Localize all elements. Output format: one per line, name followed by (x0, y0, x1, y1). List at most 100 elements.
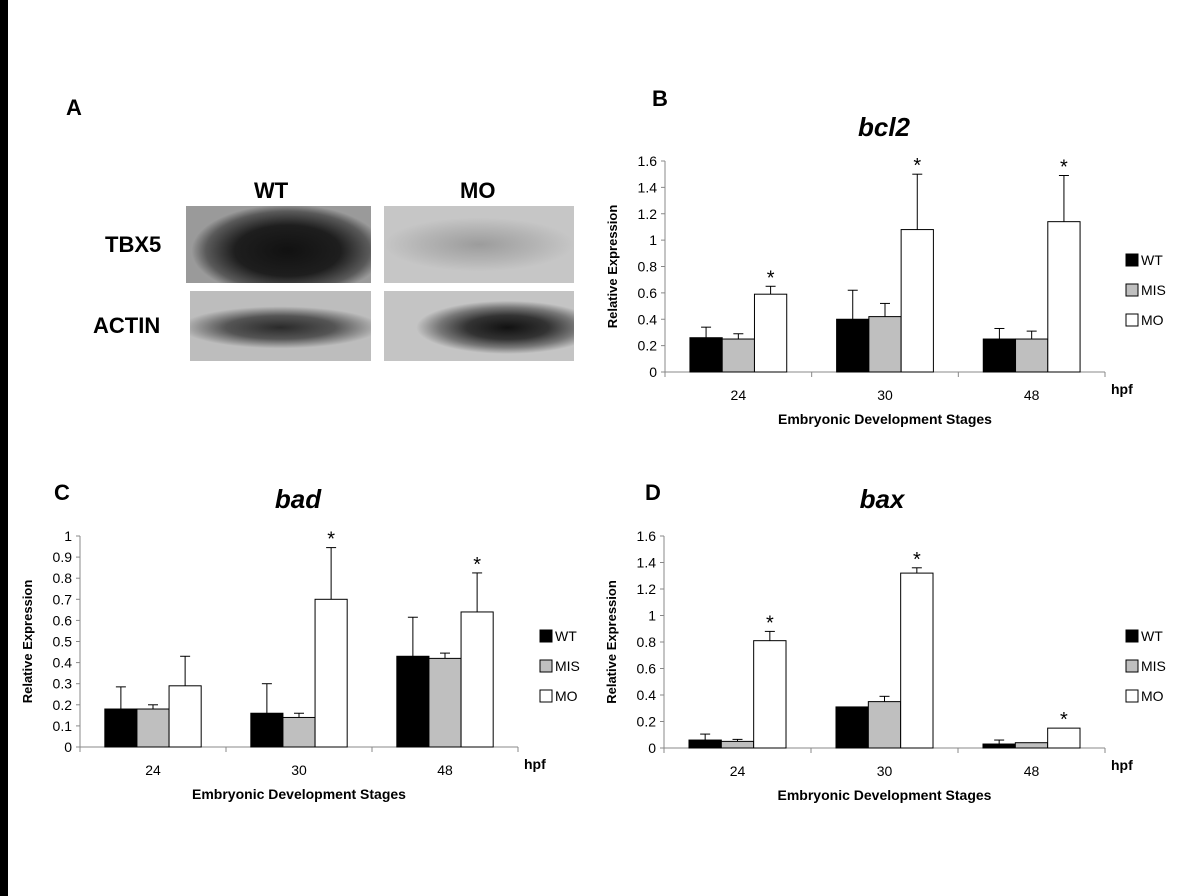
y-axis-title: Relative Expression (20, 580, 35, 704)
bar-mo (900, 229, 934, 373)
legend-label-mo: MO (1141, 312, 1164, 328)
y-tick-label: 0.3 (53, 676, 73, 692)
legend-label-wt: WT (555, 628, 577, 644)
chart-title: bad (275, 484, 322, 514)
y-axis-title: Relative Expression (604, 580, 619, 704)
significance-star: * (1060, 157, 1068, 179)
y-tick-label: 0 (648, 740, 656, 756)
bar-wt (982, 743, 1016, 749)
x-axis-title: Embryonic Development Stages (778, 787, 992, 803)
legend-label-mis: MIS (555, 658, 580, 674)
significance-star: * (473, 554, 481, 576)
legend-label-mo: MO (555, 688, 578, 704)
y-tick-label: 0.2 (638, 338, 658, 354)
y-tick-label: 0.2 (53, 697, 73, 713)
blot-column-mo: MO (460, 178, 496, 203)
x-tick-label: 30 (877, 387, 893, 403)
blot-actin-wt (190, 291, 371, 361)
bar-wt (396, 655, 430, 748)
blot-tbx5-wt (186, 206, 371, 283)
y-tick-label: 0.6 (638, 285, 658, 301)
significance-star: * (766, 612, 774, 634)
bar-mo (1047, 727, 1081, 749)
y-tick-label: 1.6 (637, 528, 657, 544)
chart-title: bax (860, 484, 906, 514)
x-tick-label: 48 (1024, 763, 1040, 779)
x-tick-label: 30 (877, 763, 893, 779)
y-tick-label: 0.4 (53, 655, 73, 671)
blot-actin-mo (384, 291, 574, 361)
y-tick-label: 0.4 (637, 687, 657, 703)
legend-swatch-wt (1125, 629, 1139, 643)
chart-title: bcl2 (858, 112, 911, 142)
y-tick-label: 0.5 (53, 634, 73, 650)
blot-column-wt: WT (254, 178, 289, 203)
significance-star: * (913, 549, 921, 571)
legend-swatch-mis (1125, 659, 1139, 673)
y-tick-label: 1.2 (638, 206, 658, 222)
blot-row-tbx5: TBX5 (105, 232, 162, 257)
y-tick-label: 0 (64, 739, 72, 755)
legend-swatch-mis (1125, 283, 1139, 297)
legend-label-wt: WT (1141, 252, 1163, 268)
bar-mis (720, 740, 755, 749)
significance-star: * (767, 267, 775, 289)
bar-wt (104, 708, 138, 748)
bar-wt (835, 706, 869, 749)
legend-swatch-mo (1125, 689, 1139, 703)
bar-wt (250, 712, 284, 748)
legend-label-mis: MIS (1141, 658, 1166, 674)
legend-swatch-wt (539, 629, 553, 643)
x-unit-label: hpf (1111, 381, 1133, 397)
bar-mo (753, 293, 788, 373)
y-tick-label: 1 (64, 528, 72, 544)
panel-letter-b: B (652, 86, 668, 111)
panel-letter-d: D (645, 480, 661, 505)
y-tick-label: 1.4 (638, 179, 658, 195)
x-tick-label: 24 (731, 387, 747, 403)
blot-row-actin: ACTIN (93, 313, 161, 338)
y-tick-label: 0 (649, 364, 657, 380)
significance-star: * (327, 529, 335, 551)
y-tick-label: 0.6 (637, 661, 657, 677)
bar-mo (753, 640, 787, 749)
x-tick-label: 48 (437, 762, 453, 778)
legend-swatch-mo (1125, 313, 1139, 327)
x-unit-label: hpf (1111, 757, 1133, 773)
y-tick-label: 0.8 (638, 259, 658, 275)
blot-tbx5-mo (384, 206, 574, 283)
legend-label-mo: MO (1141, 688, 1164, 704)
y-tick-label: 0.7 (53, 591, 73, 607)
bar-wt (688, 739, 722, 749)
y-tick-label: 0.6 (53, 612, 73, 628)
bar-wt (982, 338, 1017, 373)
bar-mis (428, 657, 462, 748)
y-tick-label: 1 (649, 232, 657, 248)
x-unit-label: hpf (524, 756, 546, 772)
x-tick-label: 24 (730, 763, 746, 779)
x-tick-label: 24 (145, 762, 161, 778)
bar-mo (900, 572, 934, 749)
bar-mis (867, 701, 902, 749)
x-axis-title: Embryonic Development Stages (778, 411, 992, 427)
bar-mo (1047, 221, 1081, 373)
significance-star: * (913, 155, 921, 177)
bar-wt (836, 318, 870, 373)
y-tick-label: 1.2 (637, 581, 657, 597)
y-tick-label: 0.8 (53, 570, 73, 586)
legend-label-wt: WT (1141, 628, 1163, 644)
y-tick-label: 0.1 (53, 718, 73, 734)
y-tick-label: 1.6 (638, 153, 658, 169)
legend-swatch-wt (1125, 253, 1139, 267)
x-tick-label: 30 (291, 762, 307, 778)
bar-mo (168, 685, 202, 748)
y-tick-label: 1 (648, 608, 656, 624)
x-tick-label: 48 (1024, 387, 1040, 403)
y-tick-label: 0.4 (638, 311, 658, 327)
y-tick-label: 1.4 (637, 555, 657, 571)
legend-label-mis: MIS (1141, 282, 1166, 298)
y-tick-label: 0.2 (637, 714, 657, 730)
